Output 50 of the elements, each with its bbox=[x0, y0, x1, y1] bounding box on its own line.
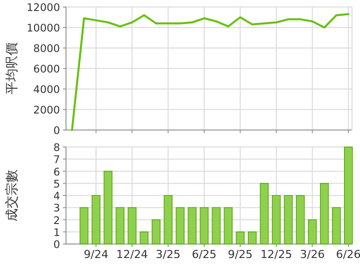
x-tick-label: 3/26 bbox=[300, 248, 325, 261]
bar bbox=[128, 207, 136, 244]
y-tick-label: 5 bbox=[53, 178, 60, 190]
y-tick-label: 1 bbox=[53, 226, 60, 239]
y-tick-label: 6000 bbox=[33, 64, 60, 76]
y-tick-label: 0 bbox=[53, 239, 60, 251]
bar bbox=[164, 195, 173, 244]
y-tick-label: 3 bbox=[53, 202, 60, 215]
x-tick-label: 12/24 bbox=[116, 248, 148, 261]
bar bbox=[248, 231, 257, 244]
y-tick-label: 7 bbox=[53, 154, 60, 166]
bar bbox=[92, 195, 100, 244]
y-axis-title: 平均呎價 bbox=[5, 42, 20, 94]
bar bbox=[140, 231, 149, 244]
x-tick-label: 9/25 bbox=[228, 248, 253, 261]
bar bbox=[152, 219, 161, 244]
bar bbox=[272, 195, 281, 244]
x-tick-label: 3/25 bbox=[156, 248, 180, 261]
bar bbox=[116, 207, 124, 244]
bar bbox=[104, 170, 112, 244]
bar bbox=[176, 207, 185, 244]
bar bbox=[296, 195, 305, 244]
line-series bbox=[71, 13, 350, 131]
y-tick-label: 8 bbox=[53, 142, 60, 154]
bar bbox=[80, 207, 88, 244]
y-tick-label: 10000 bbox=[26, 22, 60, 34]
y-tick-label: 6 bbox=[53, 166, 60, 178]
bar bbox=[344, 146, 353, 244]
bar bbox=[260, 182, 269, 244]
bar bbox=[236, 231, 245, 244]
bar bbox=[212, 207, 221, 244]
bar bbox=[188, 207, 197, 244]
y-tick-label: 2000 bbox=[33, 104, 60, 116]
y-tick-label: 2 bbox=[53, 214, 60, 227]
y-tick-label: 4000 bbox=[33, 84, 60, 96]
bar bbox=[224, 207, 233, 244]
bar bbox=[320, 182, 329, 244]
bar bbox=[332, 207, 341, 244]
bar bbox=[200, 207, 209, 244]
x-tick-label: 12/25 bbox=[260, 248, 292, 261]
bar bbox=[284, 195, 293, 244]
y-tick-label: 0 bbox=[53, 125, 60, 137]
bar bbox=[308, 219, 317, 244]
y-tick-label: 12000 bbox=[26, 2, 60, 14]
y-axis-title: 成交宗數 bbox=[4, 170, 20, 222]
y-tick-label: 8000 bbox=[33, 43, 60, 55]
x-tick-label: 6/26 bbox=[336, 248, 360, 261]
y-tick-label: 4 bbox=[53, 190, 60, 202]
x-tick-label: 6/25 bbox=[192, 248, 217, 261]
x-tick-label: 9/24 bbox=[84, 248, 108, 261]
